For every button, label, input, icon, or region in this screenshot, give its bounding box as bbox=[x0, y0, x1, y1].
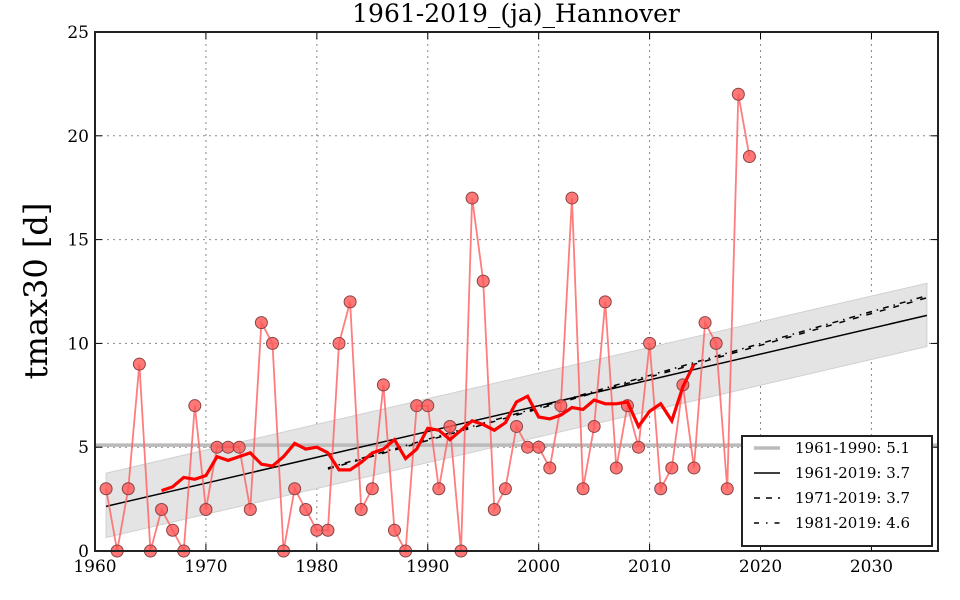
data-point bbox=[665, 461, 679, 475]
data-point bbox=[565, 191, 579, 205]
data-point bbox=[532, 440, 546, 454]
data-point bbox=[487, 502, 501, 516]
data-point bbox=[365, 482, 379, 496]
data-point bbox=[321, 523, 335, 537]
data-point bbox=[354, 502, 368, 516]
data-point bbox=[643, 336, 657, 350]
y-tick-label: 10 bbox=[67, 334, 89, 354]
data-point bbox=[421, 399, 435, 413]
data-point bbox=[609, 461, 623, 475]
data-series bbox=[99, 87, 756, 558]
data-point bbox=[310, 523, 324, 537]
legend-label: 1971-2019: 3.7 bbox=[795, 489, 910, 507]
data-point bbox=[632, 440, 646, 454]
legend-label: 1961-2019: 3.7 bbox=[795, 464, 910, 482]
data-point bbox=[698, 316, 712, 330]
data-point bbox=[709, 336, 723, 350]
data-point bbox=[598, 295, 612, 309]
data-point bbox=[720, 482, 734, 496]
data-point bbox=[521, 440, 535, 454]
x-tick-label: 2010 bbox=[628, 557, 671, 577]
y-tick-label: 25 bbox=[67, 23, 89, 43]
data-point bbox=[343, 295, 357, 309]
data-point bbox=[576, 482, 590, 496]
y-axis-label: tmax30 [d] bbox=[17, 203, 55, 380]
trend-line-solid bbox=[105, 314, 928, 508]
y-tick-label: 20 bbox=[67, 127, 89, 147]
trend-line-dashed bbox=[327, 297, 928, 470]
data-point bbox=[410, 399, 424, 413]
data-point bbox=[232, 440, 246, 454]
data-point bbox=[376, 378, 390, 392]
y-tick-label: 15 bbox=[67, 231, 89, 251]
data-point bbox=[210, 440, 224, 454]
data-point bbox=[587, 419, 601, 433]
data-point bbox=[265, 336, 279, 350]
plot-frame bbox=[94, 31, 939, 552]
data-point bbox=[443, 419, 457, 433]
data-point bbox=[687, 461, 701, 475]
x-tick-label: 2020 bbox=[739, 557, 782, 577]
data-point bbox=[432, 482, 446, 496]
data-point bbox=[510, 419, 523, 433]
y-tick-label: 5 bbox=[78, 438, 89, 458]
x-tick-label: 1990 bbox=[406, 557, 449, 577]
legend: 1961-1990: 5.1 1961-2019: 3.7 1971-2019: 3… bbox=[741, 435, 933, 547]
data-point bbox=[221, 440, 235, 454]
data-point bbox=[132, 357, 146, 371]
data-point bbox=[465, 191, 479, 205]
legend-label: 1981-2019: 4.6 bbox=[795, 514, 910, 532]
trend-line-dashdot bbox=[327, 294, 928, 469]
data-point bbox=[387, 523, 401, 537]
data-point bbox=[121, 482, 135, 496]
data-point bbox=[199, 502, 213, 516]
x-tick-label: 1960 bbox=[73, 557, 116, 577]
data-point bbox=[288, 482, 302, 496]
data-point bbox=[498, 482, 512, 496]
running-mean-line bbox=[161, 363, 696, 493]
x-tick-label: 2000 bbox=[517, 557, 560, 577]
data-point bbox=[188, 399, 202, 413]
data-point bbox=[299, 502, 313, 516]
data-point bbox=[332, 336, 346, 350]
data-point bbox=[476, 274, 490, 288]
data-point bbox=[254, 316, 268, 330]
x-tick-label: 1980 bbox=[295, 557, 338, 577]
data-point bbox=[554, 399, 568, 413]
legend-label: 1961-1990: 5.1 bbox=[795, 439, 910, 457]
legend-box bbox=[741, 435, 933, 547]
x-tick-label: 2030 bbox=[850, 557, 893, 577]
data-point bbox=[99, 482, 113, 496]
data-point bbox=[543, 461, 557, 475]
y-tick-label: 0 bbox=[78, 542, 89, 562]
chart-title: 1961-2019_(ja)_Hannover bbox=[352, 0, 680, 28]
data-point bbox=[166, 523, 180, 537]
data-point bbox=[243, 502, 257, 516]
x-tick-label: 1970 bbox=[184, 557, 227, 577]
data-point bbox=[654, 482, 668, 496]
data-point bbox=[155, 502, 169, 516]
data-point bbox=[731, 87, 745, 101]
data-point bbox=[742, 150, 756, 164]
axis-ticks: 1960 1970 1980 1990 2000 2010 2020 2030 0 5 10 15 20… bbox=[67, 23, 938, 577]
